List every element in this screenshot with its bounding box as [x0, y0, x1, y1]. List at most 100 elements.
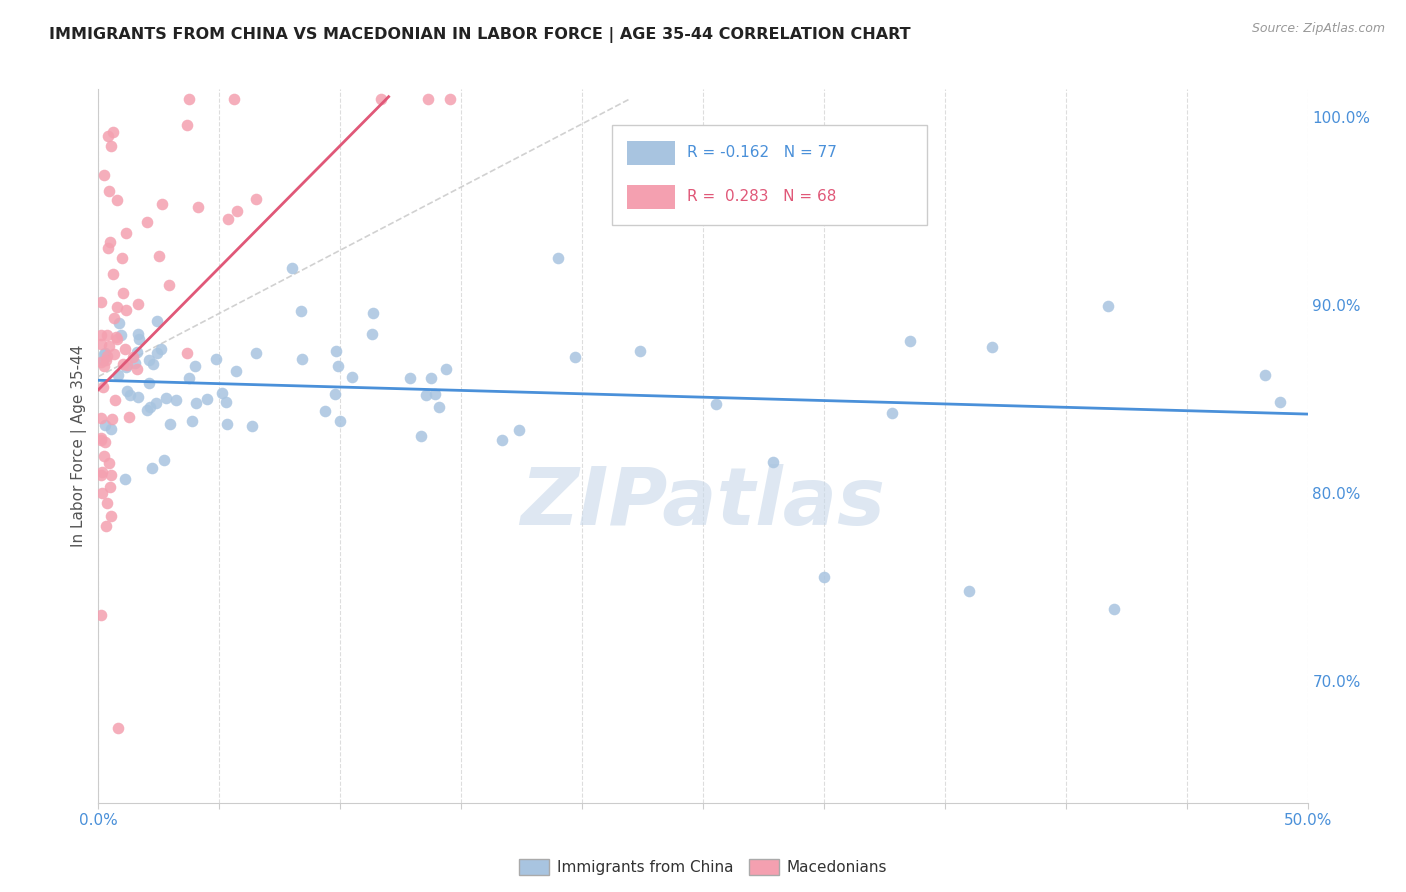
Point [122, 351, 145, 365]
Point [176, 346, 198, 360]
Point [1102, 602, 1125, 616]
Point [564, 350, 586, 364]
Point [427, 400, 450, 414]
Point [136, 215, 159, 229]
Point [138, 376, 160, 390]
Point [115, 358, 138, 372]
Point [115, 303, 138, 318]
Point [328, 414, 350, 428]
Point [205, 351, 228, 366]
Point [94, 434, 117, 449]
Point [195, 392, 218, 406]
Point [96, 328, 118, 343]
Point [90, 431, 112, 445]
Point [813, 570, 835, 584]
Point [104, 393, 127, 408]
Point [138, 353, 160, 368]
Point [104, 330, 127, 344]
Point [107, 368, 129, 382]
Point [153, 453, 176, 467]
Point [217, 212, 239, 227]
Point [90, 433, 112, 447]
Point [90, 337, 112, 351]
Point [211, 386, 233, 401]
Point [103, 310, 125, 325]
Point [187, 200, 209, 214]
Legend: Immigrants from China, Macedonians: Immigrants from China, Macedonians [515, 854, 891, 880]
Point [91, 379, 114, 393]
Point [127, 297, 149, 311]
Point [242, 418, 264, 433]
Point [165, 392, 187, 407]
Point [97, 184, 120, 198]
Point [98, 456, 121, 470]
Point [704, 397, 727, 411]
Point [114, 342, 136, 356]
Point [762, 455, 785, 469]
Point [957, 583, 980, 598]
Point [179, 92, 201, 106]
Point [94, 418, 117, 433]
Point [94, 346, 117, 360]
Point [100, 412, 122, 426]
Point [224, 92, 246, 106]
Point [226, 204, 249, 219]
Point [101, 125, 124, 139]
Point [136, 403, 159, 417]
Text: Source: ZipAtlas.com: Source: ZipAtlas.com [1251, 22, 1385, 36]
Point [245, 192, 267, 206]
Point [159, 417, 181, 432]
Point [93, 168, 115, 182]
Point [125, 361, 148, 376]
Point [146, 314, 169, 328]
Point [181, 414, 204, 428]
Point [98, 480, 121, 494]
FancyBboxPatch shape [613, 125, 927, 225]
Point [225, 364, 247, 378]
Point [177, 371, 200, 385]
Point [434, 362, 457, 376]
Text: ZIPatlas: ZIPatlas [520, 464, 886, 542]
Point [370, 92, 392, 106]
Point [120, 388, 142, 402]
Point [125, 344, 148, 359]
Point [290, 303, 312, 318]
Point [245, 346, 267, 360]
Point [361, 306, 384, 320]
Point [105, 300, 128, 314]
Text: R =  0.283   N = 68: R = 0.283 N = 68 [688, 189, 837, 204]
Point [90, 486, 112, 500]
Point [100, 422, 122, 436]
Point [97, 129, 120, 144]
Point [183, 359, 205, 374]
Point [115, 384, 138, 399]
Point [96, 353, 118, 368]
Point [112, 357, 135, 371]
Point [508, 423, 530, 437]
Point [340, 369, 363, 384]
Point [115, 226, 138, 240]
Point [184, 395, 207, 409]
FancyBboxPatch shape [627, 185, 675, 209]
Point [100, 467, 122, 482]
Point [491, 434, 513, 448]
Point [1254, 368, 1277, 383]
Point [215, 394, 238, 409]
Point [128, 332, 150, 346]
Point [100, 508, 122, 523]
Point [1097, 299, 1119, 313]
Point [898, 334, 921, 348]
Point [105, 333, 128, 347]
Point [215, 417, 238, 431]
Point [112, 285, 135, 300]
Point [148, 249, 170, 263]
Point [150, 342, 173, 356]
Point [90, 411, 112, 425]
Point [94, 519, 117, 533]
Point [981, 340, 1004, 354]
Point [91, 465, 114, 479]
Point [105, 193, 128, 207]
Point [91, 352, 114, 367]
Point [114, 471, 136, 485]
Point [281, 260, 304, 275]
